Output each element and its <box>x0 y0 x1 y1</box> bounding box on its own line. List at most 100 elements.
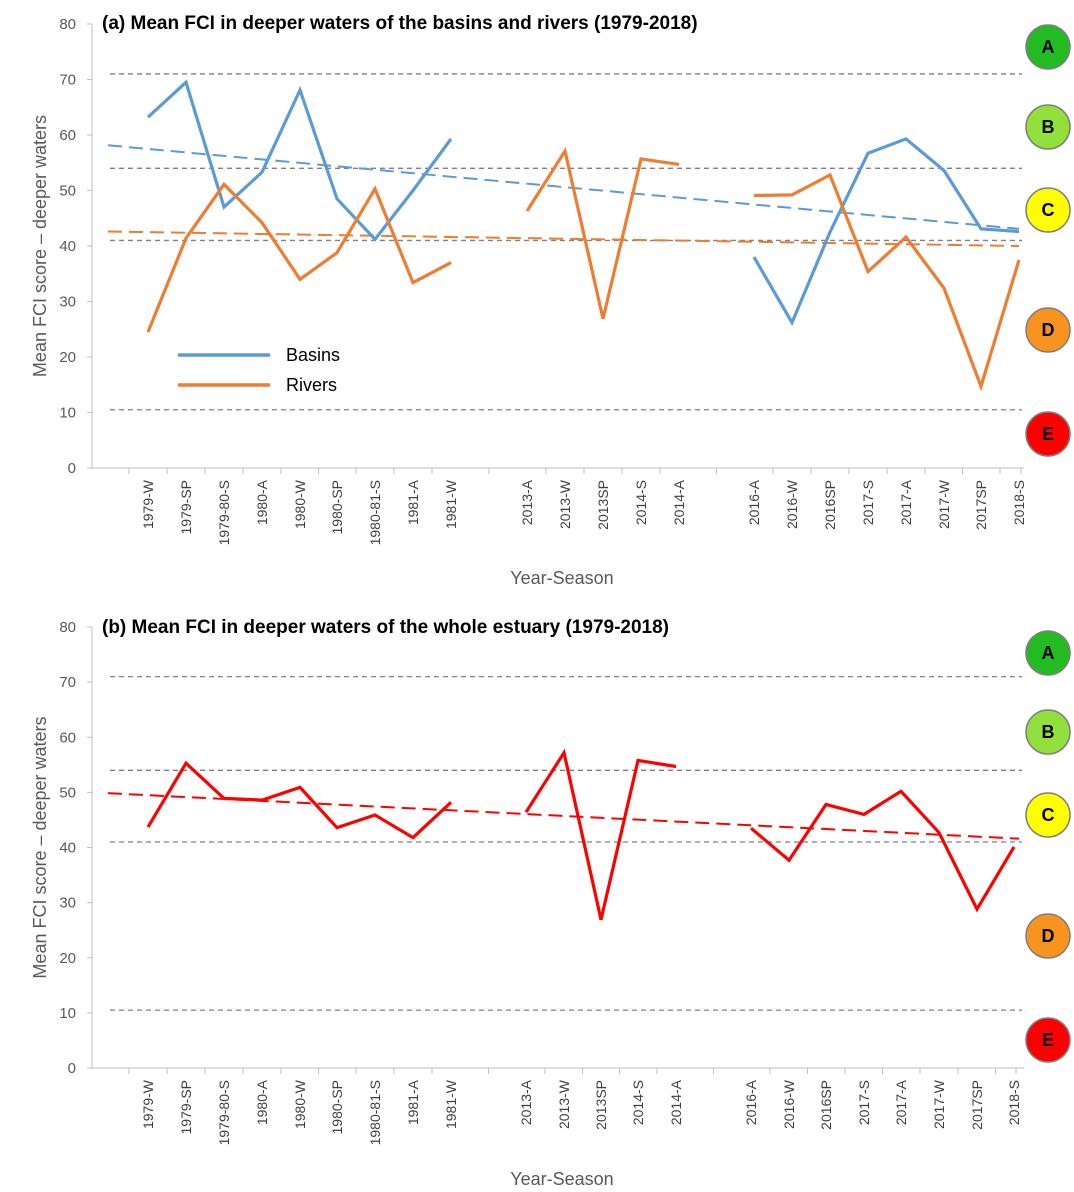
series-line-rivers <box>525 146 680 320</box>
x-tick-label: 2014-S <box>630 1080 646 1125</box>
x-tick-label: 1980-81-S <box>367 1080 383 1145</box>
chart-title: (a) Mean FCI in deeper waters of the bas… <box>102 13 698 34</box>
y-tick-label: 30 <box>59 895 76 912</box>
chart-panel-a: 0 10 20 30 40 50 60 70 80 1979-W 1979-SP 1979-80-S 1… <box>30 13 1071 588</box>
x-tick-label: 2017-W <box>936 479 952 529</box>
x-tick-label: 2016-W <box>781 1079 797 1129</box>
grade-badge-e <box>1025 411 1071 457</box>
series-line-estuary <box>524 748 677 921</box>
x-tick-label: 1980-W <box>292 479 308 529</box>
x-tick-label: 2017-S <box>856 1080 872 1125</box>
series-line-rivers <box>146 181 452 333</box>
grade-badge-label: A <box>1042 37 1055 57</box>
x-tick-label: 2017SP <box>969 1080 985 1130</box>
series-line-estuary <box>146 760 453 840</box>
grade-badge-label: C <box>1042 200 1055 220</box>
series-line-estuary <box>749 789 1016 913</box>
x-tick-label: 2014-S <box>633 480 649 525</box>
x-tick-label: 1979-SP <box>178 1080 194 1134</box>
trend-line-basins <box>107 144 1020 230</box>
y-tick-label: 20 <box>59 349 76 366</box>
x-tick-label: 2017-A <box>898 479 914 525</box>
x-tick-label: 2016-W <box>784 479 800 529</box>
legend-label-basins: Basins <box>286 345 340 365</box>
x-tick-label: 2017-A <box>893 1079 909 1125</box>
x-tick-label: 1981-A <box>405 1079 421 1125</box>
y-tick-label: 0 <box>68 460 76 477</box>
y-axis-title: Mean FCI score – deeper waters <box>30 115 50 377</box>
x-tick-label: 2016SP <box>818 1080 834 1130</box>
y-axis-title: Mean FCI score – deeper waters <box>30 716 50 978</box>
grade-badge-label: E <box>1042 424 1054 444</box>
grade-badge-label: A <box>1042 643 1055 663</box>
x-tick-label: 1980-SP <box>329 1080 345 1134</box>
x-tick-label: 1980-A <box>254 479 270 525</box>
legend-label-rivers: Rivers <box>286 375 337 395</box>
x-tick-label: 2013-A <box>519 479 535 525</box>
x-axis-title: Year-Season <box>510 568 613 588</box>
x-tick-label: 2016-A <box>746 479 762 525</box>
trend-line-rivers <box>107 230 1020 247</box>
x-tick-label: 1980-A <box>254 1079 270 1125</box>
x-tick-label: 2013-A <box>518 1079 534 1125</box>
grade-badge-a <box>1025 24 1071 70</box>
x-tick-label: 2013-W <box>556 1079 572 1129</box>
x-tick-label: 2013-W <box>557 479 573 529</box>
grade-badge-b <box>1025 104 1071 150</box>
grade-badge-e <box>1025 1017 1071 1063</box>
grade-badge-label: E <box>1042 1030 1054 1050</box>
x-tick-label: 2017SP <box>973 480 989 530</box>
y-tick-label: 50 <box>59 784 76 801</box>
x-tick-label: 1981-A <box>405 479 421 525</box>
series-line-basins <box>752 137 1020 327</box>
grade-badge-a <box>1025 630 1071 676</box>
x-tick-label: 2017-S <box>860 480 876 525</box>
y-tick-label: 70 <box>59 674 76 691</box>
x-tick-label: 1980-81-S <box>367 480 383 545</box>
y-tick-label: 0 <box>68 1060 76 1077</box>
x-tick-label: 2017-W <box>931 1079 947 1129</box>
grade-badge-label: D <box>1042 320 1055 340</box>
x-tick-label: 1979-SP <box>178 480 194 534</box>
x-tick-label: 2016SP <box>822 480 838 530</box>
y-tick-label: 60 <box>59 127 76 144</box>
grade-badge-label: D <box>1042 926 1055 946</box>
x-tick-label: 1979-80-S <box>216 480 232 545</box>
grade-badge-d <box>1025 307 1071 353</box>
x-tick-label: 1979-W <box>140 479 156 529</box>
grade-badge-b <box>1025 709 1071 755</box>
y-tick-label: 10 <box>59 405 76 422</box>
y-tick-label: 20 <box>59 950 76 967</box>
chart-panel-b: 0 10 20 30 40 50 60 70 80 1979-W 1979-SP 1979-80-S 1… <box>30 617 1071 1189</box>
y-tick-label: 40 <box>59 840 76 857</box>
grade-badge-label: C <box>1042 805 1055 825</box>
chart-title: (b) Mean FCI in deeper waters of the who… <box>102 617 669 638</box>
y-tick-label: 30 <box>59 294 76 311</box>
x-tick-label: 2018-S <box>1006 1080 1022 1125</box>
grade-badge-label: B <box>1042 117 1055 137</box>
x-tick-label: 2014-A <box>668 1079 684 1125</box>
x-tick-label: 1981-W <box>443 1079 459 1129</box>
x-tick-label: 2014-A <box>671 479 687 525</box>
y-tick-label: 50 <box>59 183 76 200</box>
x-tick-label: 2013SP <box>593 1080 609 1130</box>
y-tick-label: 80 <box>59 16 76 33</box>
x-tick-label: 1979-80-S <box>216 1080 232 1145</box>
y-tick-label: 60 <box>59 729 76 746</box>
y-tick-label: 70 <box>59 72 76 89</box>
y-tick-label: 80 <box>59 619 76 636</box>
x-tick-label: 2018-S <box>1011 480 1027 525</box>
series-line-rivers <box>753 172 1021 392</box>
x-axis-title: Year-Season <box>510 1169 613 1189</box>
series-line-basins <box>146 79 453 242</box>
x-tick-label: 2013SP <box>595 480 611 530</box>
x-tick-label: 1979-W <box>140 1079 156 1129</box>
x-tick-label: 1980-SP <box>329 480 345 534</box>
y-tick-label: 10 <box>59 1005 76 1022</box>
x-tick-label: 1981-W <box>443 479 459 529</box>
grade-badge-label: B <box>1042 722 1055 742</box>
grade-badge-d <box>1025 913 1071 959</box>
y-tick-label: 40 <box>59 238 76 255</box>
grade-badge-c <box>1025 792 1071 838</box>
